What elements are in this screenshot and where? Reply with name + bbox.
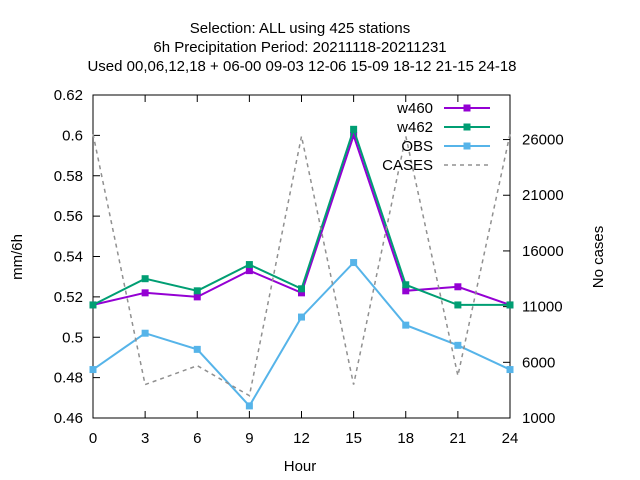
data-point-obs bbox=[506, 366, 514, 374]
legend-label-w460: w460 bbox=[396, 100, 433, 117]
series-line-w462 bbox=[92, 126, 510, 306]
data-point-obs bbox=[298, 313, 305, 321]
series-line-w460 bbox=[92, 132, 511, 306]
data-point-w462 bbox=[454, 301, 462, 309]
plot-frame bbox=[92, 94, 511, 419]
data-point-obs bbox=[89, 366, 97, 374]
y2-axis-label: No cases bbox=[590, 226, 607, 289]
data-point-obs bbox=[402, 321, 410, 329]
data-point-w460 bbox=[245, 267, 253, 275]
x-tick-label: 6 bbox=[193, 430, 201, 447]
data-point-w460 bbox=[298, 289, 305, 297]
data-point-w462 bbox=[402, 281, 410, 289]
y-axis-label: mm/6h bbox=[9, 234, 26, 280]
data-point-obs bbox=[454, 341, 462, 349]
y-axis: 0.46 0.48 0.5 0.52 0.54 0.56 0.58 0.6 0.62 bbox=[54, 87, 100, 427]
x-tick-label: 0 bbox=[89, 430, 97, 447]
y-tick-label: 0.52 bbox=[54, 289, 83, 306]
data-point-w462 bbox=[141, 275, 149, 283]
data-point-w462 bbox=[193, 287, 201, 295]
series-line-cases bbox=[92, 133, 511, 397]
legend-marker-obs bbox=[463, 142, 471, 150]
x-tick-label: 15 bbox=[345, 430, 362, 447]
y2-axis: 1000 6000 11000 16000 21000 26000 bbox=[503, 132, 564, 427]
data-point-w462 bbox=[89, 301, 97, 309]
x-tick-label: 24 bbox=[502, 430, 519, 447]
y-tick-label: 0.48 bbox=[54, 370, 83, 387]
legend-label-cases: CASES bbox=[382, 157, 433, 174]
legend-marker-w462 bbox=[463, 123, 471, 131]
y-tick-label: 0.54 bbox=[54, 249, 83, 266]
y-tick-label: 0.58 bbox=[54, 168, 83, 185]
chart-title: Selection: ALL using 425 stations 6h Pre… bbox=[87, 20, 516, 75]
legend-marker-w460 bbox=[463, 104, 471, 112]
x-axis-label: Hour bbox=[284, 458, 317, 475]
x-tick-label: 18 bbox=[397, 430, 414, 447]
data-point-w462 bbox=[298, 285, 305, 293]
legend-label-obs: OBS bbox=[401, 138, 433, 155]
data-point-w460 bbox=[350, 131, 358, 139]
data-point-w460 bbox=[141, 289, 149, 297]
x-tick-label: 3 bbox=[141, 430, 149, 447]
title-line-1: Selection: ALL using 425 stations bbox=[190, 20, 410, 37]
data-point-obs bbox=[193, 345, 201, 353]
x-tick-label: 12 bbox=[293, 430, 310, 447]
data-point-w460 bbox=[402, 287, 410, 295]
data-point-w462 bbox=[350, 125, 358, 133]
y2-tick-label: 16000 bbox=[522, 243, 564, 260]
data-point-obs bbox=[350, 259, 358, 267]
data-point-obs bbox=[245, 402, 253, 410]
y-tick-label: 0.56 bbox=[54, 208, 83, 225]
data-point-w462 bbox=[245, 261, 253, 269]
legend-label-w462: w462 bbox=[396, 119, 433, 136]
y2-tick-label: 21000 bbox=[522, 187, 564, 204]
legend: w460 w462 OBS CASES bbox=[382, 100, 490, 174]
y-tick-label: 0.6 bbox=[62, 127, 83, 144]
y-tick-label: 0.5 bbox=[62, 329, 83, 346]
y2-tick-label: 1000 bbox=[522, 410, 555, 427]
y2-tick-label: 6000 bbox=[522, 354, 555, 371]
y2-tick-label: 11000 bbox=[522, 299, 563, 316]
data-point-obs bbox=[141, 329, 149, 337]
x-axis: 0 3 6 9 12 15 18 21 24 bbox=[89, 95, 519, 447]
series-group bbox=[89, 125, 514, 410]
data-point-w460 bbox=[193, 293, 201, 301]
x-tick-label: 9 bbox=[245, 430, 253, 447]
x-tick-label: 21 bbox=[450, 430, 467, 447]
y-tick-label: 0.46 bbox=[54, 410, 83, 427]
y2-tick-label: 26000 bbox=[522, 132, 564, 149]
title-line-2: 6h Precipitation Period: 20211118-202112… bbox=[153, 39, 446, 56]
data-point-w460 bbox=[454, 283, 462, 291]
data-point-w462 bbox=[506, 301, 514, 309]
series-line-obs bbox=[92, 261, 511, 408]
title-line-3: Used 00,06,12,18 + 06-00 09-03 12-06 15-… bbox=[87, 58, 516, 75]
y-tick-label: 0.62 bbox=[54, 87, 83, 104]
